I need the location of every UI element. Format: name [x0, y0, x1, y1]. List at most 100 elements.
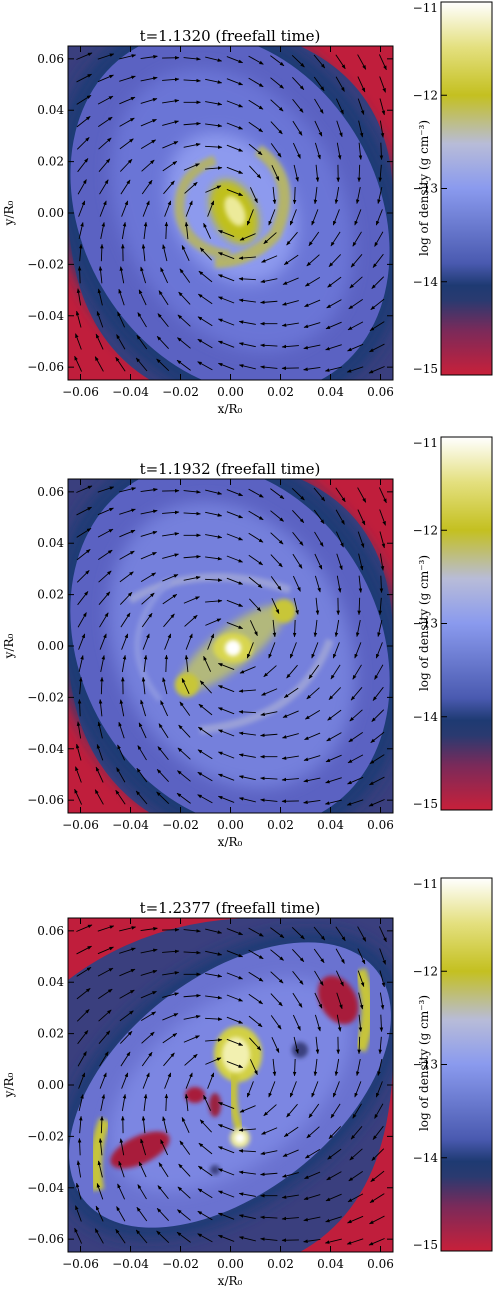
velocity-arrow	[140, 699, 147, 717]
velocity-arrow	[270, 143, 282, 158]
velocity-arrow	[263, 232, 277, 245]
velocity-arrow	[270, 927, 285, 939]
velocity-arrow	[324, 1238, 342, 1244]
velocity-arrow	[179, 1140, 191, 1155]
velocity-arrow	[217, 1234, 235, 1242]
velocity-arrow	[270, 971, 284, 984]
velocity-arrow	[98, 158, 111, 172]
velocity-arrow	[238, 775, 256, 781]
velocity-arrow	[324, 799, 342, 805]
velocity-arrow	[217, 274, 235, 282]
velocity-arrow	[246, 1081, 254, 1098]
velocity-arrow	[226, 122, 244, 130]
velocity-arrow	[217, 729, 235, 737]
velocity-arrow	[98, 1030, 111, 1044]
velocity-arrow	[76, 52, 93, 60]
velocity-arrow	[292, 509, 305, 524]
panel-2-xlabel: x/R₀	[218, 835, 243, 849]
velocity-arrow	[162, 99, 180, 104]
velocity-arrow	[119, 96, 136, 105]
velocity-arrow	[156, 1207, 169, 1222]
velocity-arrow	[119, 266, 125, 284]
velocity-arrow	[177, 337, 191, 349]
velocity-arrow	[121, 221, 127, 240]
velocity-arrow	[77, 1051, 87, 1067]
velocity-arrow	[157, 313, 169, 328]
velocity-arrow	[349, 1148, 363, 1161]
velocity-arrow	[368, 1238, 385, 1246]
velocity-arrow	[177, 1186, 191, 1199]
velocity-arrow	[335, 76, 345, 92]
velocity-arrow	[358, 120, 364, 138]
velocity-arrow	[162, 594, 178, 605]
velocity-arrow	[75, 1182, 82, 1200]
velocity-arrow	[369, 754, 385, 765]
velocity-arrow	[162, 244, 168, 262]
velocity-arrow	[197, 1165, 213, 1177]
velocity-arrow	[205, 123, 223, 128]
velocity-arrow	[199, 247, 212, 261]
velocity-arrow	[332, 209, 340, 226]
velocity-arrow	[239, 666, 256, 674]
velocity-arrow	[246, 209, 254, 226]
velocity-arrow	[217, 663, 235, 670]
velocity-arrow	[164, 1093, 169, 1112]
velocity-arrow	[375, 209, 383, 226]
velocity-arrow	[238, 731, 256, 736]
velocity-arrow	[205, 578, 223, 582]
velocity-arrow	[292, 98, 304, 113]
velocity-arrow	[248, 532, 264, 543]
velocity-arrow	[281, 777, 299, 782]
velocity-arrow	[357, 926, 367, 942]
velocity-arrow	[334, 1058, 340, 1077]
velocity-arrow	[270, 576, 282, 591]
velocity-arrow	[303, 800, 321, 804]
velocity-arrow	[330, 231, 341, 247]
velocity-arrow	[140, 990, 157, 999]
y-tick-label: 0.06	[37, 924, 64, 938]
velocity-arrow	[119, 75, 136, 82]
velocity-arrow	[303, 1216, 321, 1222]
velocity-arrow	[378, 164, 383, 183]
velocity-arrow	[292, 970, 304, 985]
panel-1-ylabel: y/R₀	[2, 200, 16, 226]
velocity-arrow	[207, 1072, 215, 1089]
velocity-arrow	[335, 970, 344, 987]
velocity-arrow	[350, 687, 363, 701]
velocity-arrow	[162, 949, 180, 954]
velocity-arrow	[140, 139, 157, 149]
velocity-arrow	[328, 1126, 342, 1140]
velocity-arrow	[183, 575, 201, 581]
velocity-arrow	[205, 185, 222, 193]
velocity-arrow	[226, 189, 244, 196]
velocity-arrow	[249, 165, 262, 179]
velocity-arrow	[97, 288, 103, 306]
velocity-arrow	[141, 243, 146, 262]
velocity-arrow	[335, 54, 346, 70]
velocity-arrow	[199, 680, 212, 694]
velocity-arrow	[369, 321, 385, 332]
velocity-arrow	[346, 1238, 364, 1245]
velocity-arrow	[100, 243, 104, 262]
velocity-arrow	[357, 76, 366, 93]
velocity-arrow	[76, 945, 92, 955]
panel-2-x-ticks: −0.06 −0.04 −0.02 0.00 0.02 0.04 0.06	[62, 479, 394, 832]
velocity-arrow	[281, 1216, 299, 1221]
velocity-arrow	[98, 549, 113, 560]
velocity-arrow	[248, 99, 264, 110]
velocity-arrow	[306, 687, 320, 700]
velocity-arrow	[371, 709, 385, 722]
velocity-arrow	[311, 209, 319, 226]
velocity-arrow	[95, 1205, 104, 1222]
velocity-arrow	[226, 1061, 244, 1068]
velocity-arrow	[270, 55, 285, 67]
velocity-arrow	[325, 1193, 342, 1202]
velocity-arrow	[291, 54, 305, 68]
velocity-arrow	[304, 732, 321, 741]
velocity-arrow	[157, 1185, 169, 1200]
velocity-arrow	[141, 676, 146, 695]
velocity-arrow	[119, 158, 133, 172]
velocity-arrow	[140, 948, 158, 954]
y-tick-label: −0.02	[27, 1129, 64, 1143]
velocity-arrow	[183, 121, 201, 126]
